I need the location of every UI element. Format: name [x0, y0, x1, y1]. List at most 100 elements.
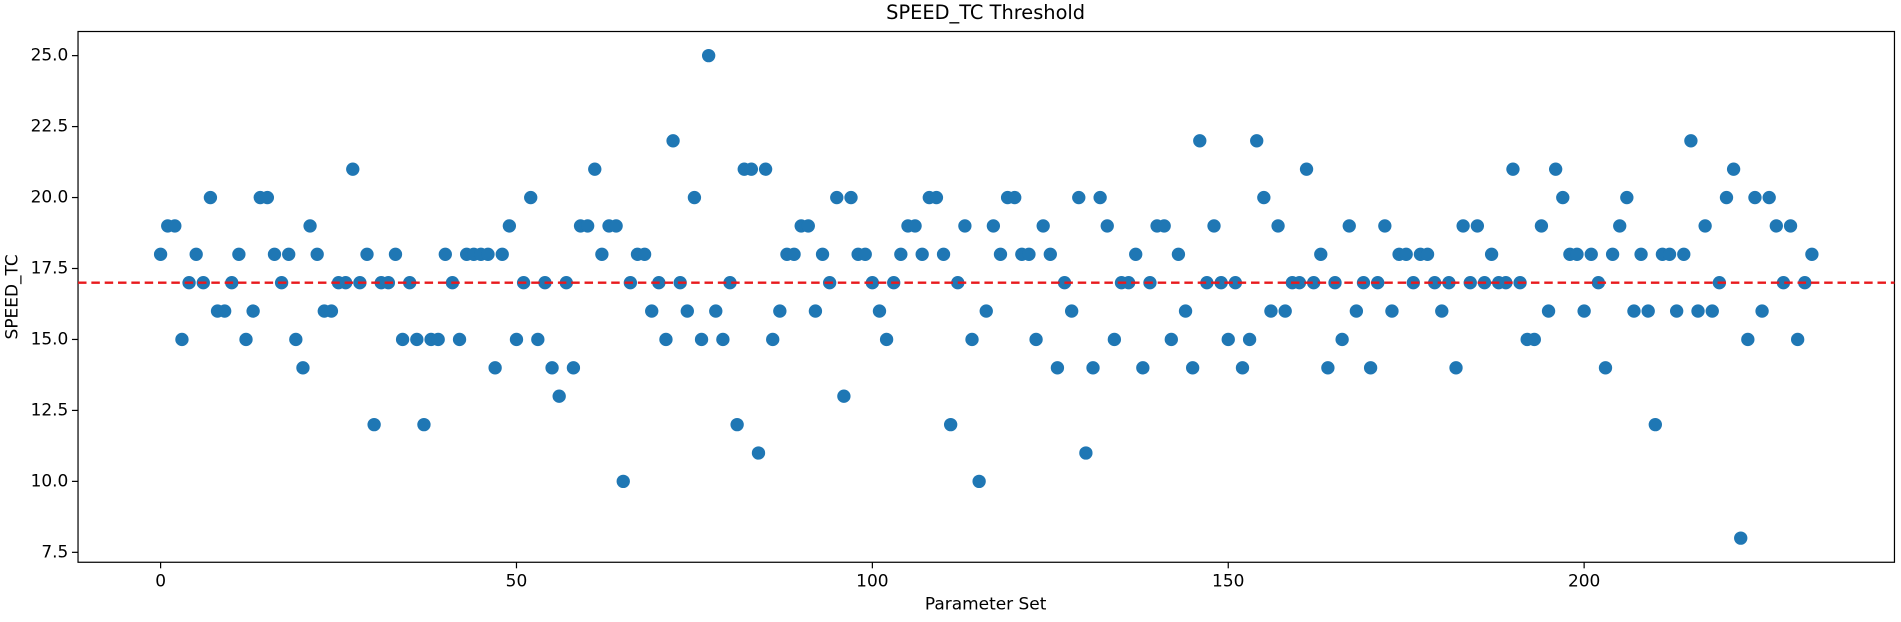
point	[1363, 361, 1378, 375]
point	[452, 332, 467, 347]
point	[645, 304, 659, 318]
point	[773, 304, 787, 318]
point	[1257, 190, 1271, 205]
point	[1719, 190, 1734, 205]
point	[1136, 361, 1150, 375]
point	[524, 190, 538, 205]
point	[438, 247, 452, 261]
point	[1129, 247, 1143, 261]
point	[637, 247, 652, 261]
point	[1200, 276, 1214, 290]
point	[1079, 446, 1093, 460]
point	[289, 332, 303, 347]
point	[716, 332, 730, 347]
y-tick-label: 22.5	[31, 116, 69, 136]
point	[879, 332, 894, 347]
point	[1228, 276, 1243, 290]
point	[502, 219, 517, 233]
point	[1100, 219, 1114, 233]
point	[232, 247, 246, 261]
point	[1556, 190, 1570, 205]
point	[588, 162, 602, 176]
point	[310, 247, 324, 261]
point	[758, 162, 773, 176]
point	[1748, 190, 1762, 205]
point	[1456, 219, 1470, 233]
point	[1321, 361, 1335, 375]
point	[666, 134, 680, 148]
point	[1634, 247, 1648, 261]
point	[1783, 219, 1798, 233]
point	[1613, 219, 1627, 233]
point	[1449, 361, 1463, 375]
point	[844, 190, 858, 205]
point	[1278, 304, 1292, 318]
point	[1157, 219, 1171, 233]
point	[552, 389, 566, 403]
point	[858, 247, 872, 261]
point	[360, 247, 374, 261]
y-tick-label: 12.5	[31, 399, 69, 419]
point	[808, 304, 823, 318]
point	[1669, 304, 1684, 318]
point	[1427, 276, 1442, 290]
point	[296, 361, 310, 375]
point	[481, 247, 495, 261]
point	[972, 474, 986, 489]
point	[1534, 219, 1549, 233]
point	[403, 276, 417, 290]
point	[1734, 531, 1748, 545]
point	[1435, 304, 1449, 318]
x-tick-label: 50	[506, 571, 528, 591]
point	[1250, 134, 1264, 148]
point	[1207, 219, 1221, 233]
point	[709, 304, 723, 318]
point	[1641, 304, 1655, 318]
y-tick-label: 15.0	[31, 328, 69, 348]
point	[1314, 247, 1328, 261]
point	[766, 332, 780, 347]
y-tick-label: 20.0	[31, 187, 69, 207]
point	[1214, 276, 1228, 290]
point	[260, 190, 275, 205]
point	[417, 417, 431, 432]
point	[1598, 361, 1613, 375]
point	[1677, 247, 1691, 261]
point	[958, 219, 972, 233]
point	[1185, 361, 1200, 375]
point	[1541, 304, 1556, 318]
point	[395, 332, 410, 347]
y-tick-label: 7.5	[41, 541, 68, 561]
point	[915, 247, 929, 261]
point	[1769, 219, 1783, 233]
point	[830, 190, 844, 205]
point	[267, 247, 282, 261]
point	[680, 304, 694, 318]
point	[815, 247, 830, 261]
point	[1264, 304, 1278, 318]
point	[837, 389, 851, 403]
point	[217, 304, 232, 318]
point	[894, 247, 908, 261]
point	[367, 417, 381, 432]
point	[566, 361, 581, 375]
point	[1627, 304, 1641, 318]
axes-frame	[77, 30, 1896, 563]
point	[1235, 361, 1250, 375]
point	[993, 247, 1008, 261]
point	[1442, 276, 1456, 290]
point	[801, 219, 815, 233]
point	[168, 219, 182, 233]
point	[1662, 247, 1677, 261]
point	[175, 332, 189, 347]
point	[509, 332, 524, 347]
point	[1648, 417, 1662, 432]
point	[701, 48, 716, 63]
point	[431, 332, 445, 347]
point	[694, 332, 709, 347]
x-tick-label: 100	[856, 571, 888, 591]
point	[1506, 162, 1520, 176]
point	[687, 190, 702, 205]
